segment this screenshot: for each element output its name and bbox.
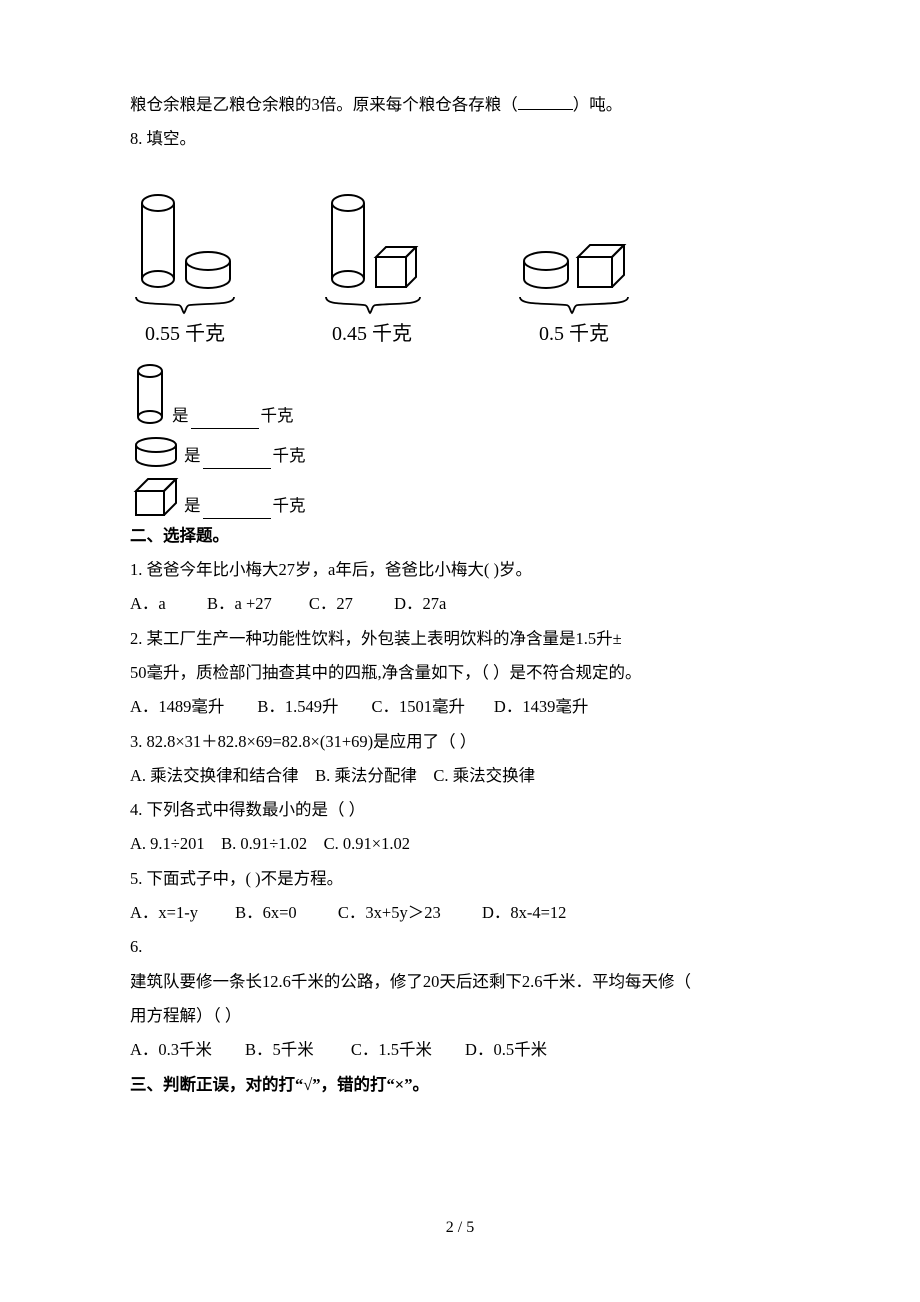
section-2-title: 二、选择题。 xyxy=(130,519,790,553)
unit-label: 千克 xyxy=(261,404,294,429)
q6b: 建筑队要修一条长12.6千米的公路，修了20天后还剩下2.6千米．平均每天修（ xyxy=(130,965,790,999)
cube-icon xyxy=(130,475,182,519)
intro-line-1: 粮仓余粮是乙粮仓余粮的3倍。原来每个粮仓各存粮（ ）吨。 xyxy=(130,88,790,122)
q1-options: A．a B．a +27 C．27 D．27a xyxy=(130,587,790,621)
fill-item-2: 是 千克 xyxy=(130,435,790,469)
blank-fill xyxy=(518,109,573,110)
q8-line: 8. 填空。 xyxy=(130,122,790,156)
weight-3-label: 0.5 千克 xyxy=(539,322,609,345)
q2a: 2. 某工厂生产一种功能性饮料，外包装上表明饮料的净含量是1.5升± xyxy=(130,622,790,656)
weight-1-label: 0.55 千克 xyxy=(145,322,225,345)
q2-options: A．1489毫升 B．1.549升 C．1501毫升 D．1439毫升 xyxy=(130,690,790,724)
q8-num: 8. xyxy=(130,129,147,148)
q5: 5. 下面式子中，( )不是方程。 xyxy=(130,862,790,896)
section-3-title: 三、判断正误，对的打“√”，错的打“×”。 xyxy=(130,1068,790,1102)
is-label: 是 xyxy=(184,444,201,469)
q3-options: A. 乘法交换律和结合律 B. 乘法分配律 C. 乘法交换律 xyxy=(130,759,790,793)
blank-fill xyxy=(203,452,271,469)
is-label: 是 xyxy=(172,404,189,429)
q6a: 6. xyxy=(130,930,790,964)
q4-options: A. 9.1÷201 B. 0.91÷1.02 C. 0.91×1.02 xyxy=(130,827,790,861)
page-footer: 2 / 5 xyxy=(0,1211,920,1244)
fill-item-3: 是 千克 xyxy=(130,475,790,519)
page: 粮仓余粮是乙粮仓余粮的3倍。原来每个粮仓各存粮（）吨。 8. 填空。 0.55 xyxy=(0,0,920,1302)
intro-text-b: ）吨。 xyxy=(573,95,623,114)
q4: 4. 下列各式中得数最小的是（ ） xyxy=(130,793,790,827)
intro-text-a: 粮仓余粮是乙粮仓余粮的3倍。原来每个粮仓各存粮（ xyxy=(130,95,518,114)
figure-row: 0.55 千克 0.45 千克 xyxy=(130,175,790,355)
weights-figure: 0.55 千克 0.45 千克 xyxy=(130,175,690,355)
q6c: 用方程解）（ ） xyxy=(130,999,790,1033)
unit-label: 千克 xyxy=(273,494,306,519)
unit-label: 千克 xyxy=(273,444,306,469)
blank-fill xyxy=(191,412,259,429)
q3: 3. 82.8×31＋82.8×69=82.8×(31+69)是应用了（ ） xyxy=(130,725,790,759)
fill-item-1: 是 千克 xyxy=(130,361,790,429)
q6-options: A．0.3千米 B．5千米 C．1.5千米 D．0.5千米 xyxy=(130,1033,790,1067)
q1: 1. 爸爸今年比小梅大27岁，a年后，爸爸比小梅大( )岁。 xyxy=(130,553,790,587)
q8-text: 填空。 xyxy=(147,129,197,148)
tall-cylinder-icon xyxy=(130,361,170,429)
q5-options: A．x=1-y B．6x=0 C．3x+5y＞23 D．8x-4=12 xyxy=(130,896,790,930)
is-label: 是 xyxy=(184,494,201,519)
blank-fill xyxy=(203,502,271,519)
short-cylinder-icon xyxy=(130,435,182,469)
weight-2-label: 0.45 千克 xyxy=(332,322,412,345)
q2b: 50毫升，质检部门抽查其中的四瓶,净含量如下，（ ）是不符合规定的。 xyxy=(130,656,790,690)
